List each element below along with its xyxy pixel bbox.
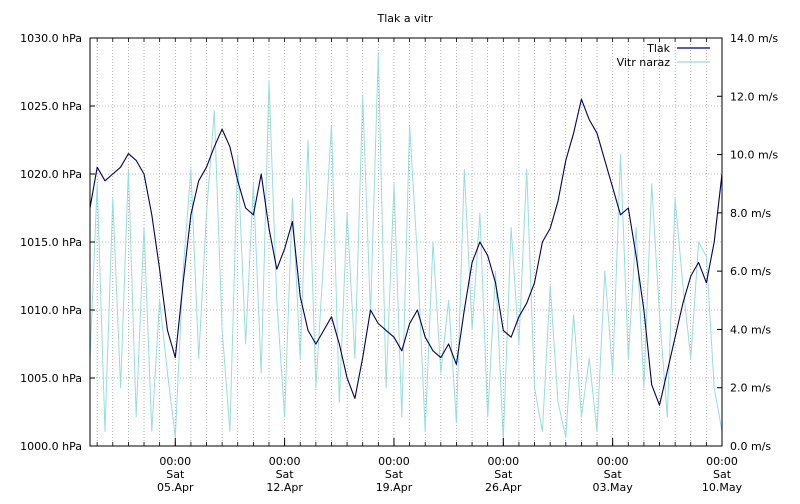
legend-label: Vitr naraz: [617, 56, 671, 69]
tick-label-x: 00:00: [269, 455, 301, 468]
tick-label-right: 10.0 m/s: [730, 149, 778, 162]
tick-label-right: 2.0 m/s: [730, 382, 771, 395]
tick-label-x: 00:00: [378, 455, 410, 468]
tick-label-x: Sat: [166, 468, 185, 481]
tick-label-x: Sat: [385, 468, 404, 481]
tick-label-x: 19.Apr: [376, 481, 413, 494]
series-line-vitr-naraz: [89, 52, 723, 441]
tick-label-right: 14.0 m/s: [730, 32, 778, 45]
tick-label-x: 12.Apr: [266, 481, 303, 494]
tick-label-x: 03.May: [593, 481, 634, 494]
tick-label-left: 1000.0 hPa: [20, 440, 82, 453]
tick-label-x: 10.May: [702, 481, 743, 494]
tick-label-left: 1025.0 hPa: [20, 100, 82, 113]
tick-label-left: 1030.0 hPa: [20, 32, 82, 45]
legend-label: Tlak: [646, 42, 671, 55]
tick-label-right: 12.0 m/s: [730, 90, 778, 103]
axes: 1000.0 hPa 1005.0 hPa 1010.0 hPa 1015.0 hPa…: [20, 32, 778, 494]
tick-label-x: Sat: [713, 468, 732, 481]
tick-label-x: 00:00: [487, 455, 519, 468]
tick-label-x: 00:00: [159, 455, 191, 468]
tick-label-left: 1015.0 hPa: [20, 236, 82, 249]
tick-label-left: 1020.0 hPa: [20, 168, 82, 181]
tick-label-right: 6.0 m/s: [730, 265, 771, 278]
tick-label-right: 8.0 m/s: [730, 207, 771, 220]
tick-label-left: 1005.0 hPa: [20, 372, 82, 385]
tick-label-left: 1010.0 hPa: [20, 304, 82, 317]
tick-label-right: 4.0 m/s: [730, 323, 771, 336]
series-layer: [89, 52, 723, 441]
tick-label-x: Sat: [494, 468, 513, 481]
tick-label-x: 05.Apr: [157, 481, 194, 494]
tick-label-x: 26.Apr: [485, 481, 522, 494]
tick-label-x: 00:00: [597, 455, 629, 468]
tick-label-x: Sat: [604, 468, 623, 481]
tick-label-x: 00:00: [706, 455, 738, 468]
series-line-tlak: [89, 98, 723, 406]
tick-label-right: 0.0 m/s: [730, 440, 771, 453]
tick-label-x: Sat: [276, 468, 295, 481]
chart-title: Tlak a vitr: [376, 12, 432, 25]
